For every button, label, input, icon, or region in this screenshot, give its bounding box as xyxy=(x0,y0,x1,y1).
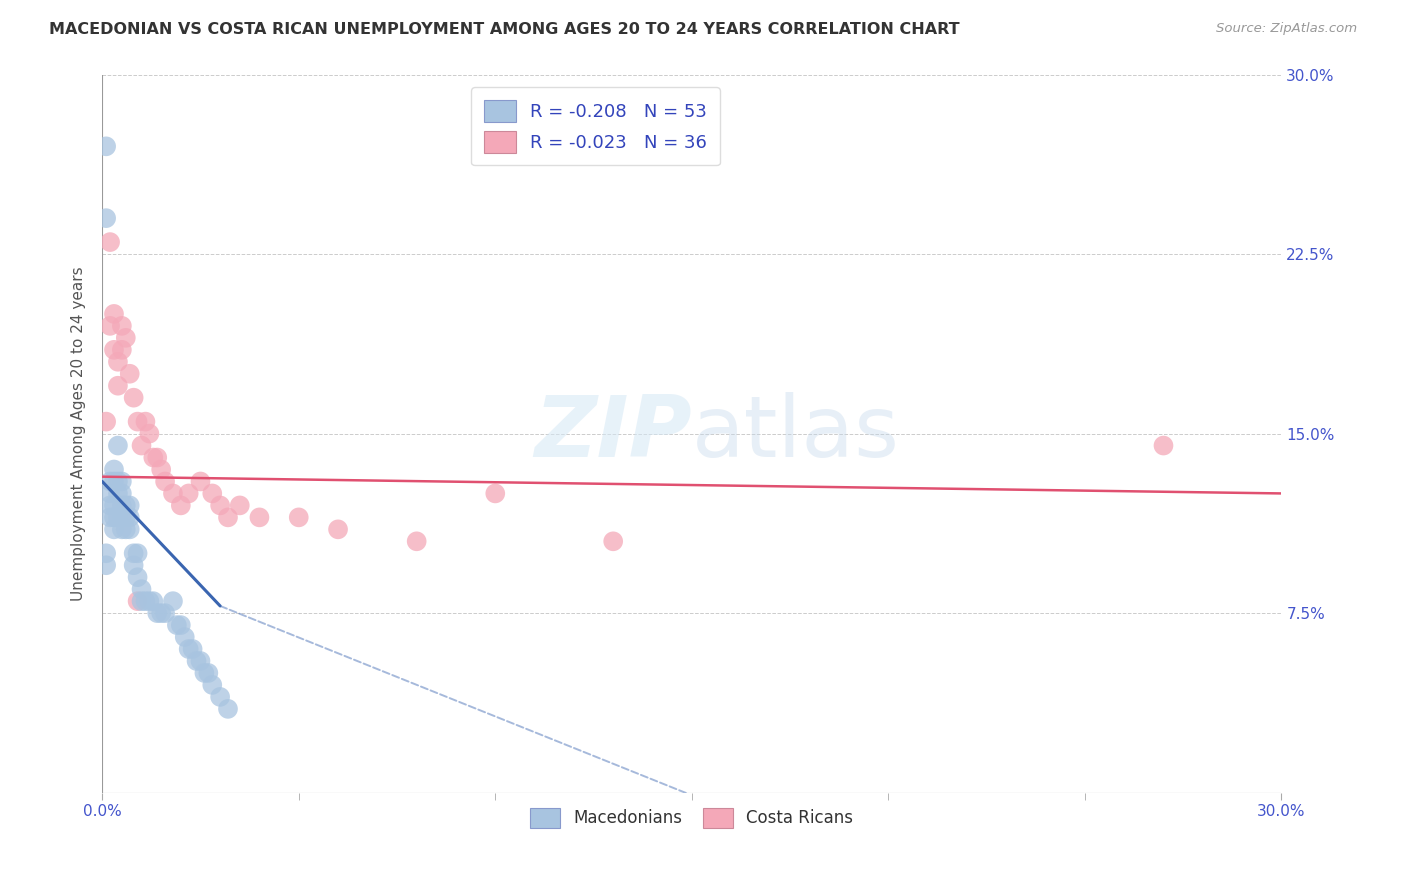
Point xyxy=(98,235,121,249)
Point xyxy=(111,343,134,357)
Point xyxy=(111,486,134,500)
Point xyxy=(103,522,125,536)
Point xyxy=(94,546,117,560)
Point xyxy=(98,486,121,500)
Text: ZIP: ZIP xyxy=(534,392,692,475)
Point xyxy=(127,570,149,584)
Point xyxy=(146,606,169,620)
Point xyxy=(229,499,252,513)
Point xyxy=(94,211,117,226)
Point xyxy=(217,510,239,524)
Point xyxy=(94,139,117,153)
Point xyxy=(193,665,215,680)
Point xyxy=(103,475,125,489)
Text: Source: ZipAtlas.com: Source: ZipAtlas.com xyxy=(1216,22,1357,36)
Point xyxy=(118,367,141,381)
Point xyxy=(131,439,153,453)
Point xyxy=(127,594,149,608)
Point xyxy=(114,522,136,536)
Point xyxy=(107,486,129,500)
Point xyxy=(170,499,193,513)
Point xyxy=(150,606,173,620)
Point xyxy=(131,594,153,608)
Point xyxy=(122,546,145,560)
Point xyxy=(134,415,156,429)
Point xyxy=(127,546,149,560)
Point xyxy=(103,499,125,513)
Point xyxy=(181,642,204,657)
Point xyxy=(217,702,239,716)
Point xyxy=(173,630,195,644)
Point xyxy=(146,450,169,465)
Point xyxy=(107,439,129,453)
Text: atlas: atlas xyxy=(692,392,900,475)
Point xyxy=(98,475,121,489)
Point xyxy=(118,499,141,513)
Point xyxy=(94,415,117,429)
Point xyxy=(114,510,136,524)
Point xyxy=(186,654,208,668)
Y-axis label: Unemployment Among Ages 20 to 24 years: Unemployment Among Ages 20 to 24 years xyxy=(72,267,86,601)
Point xyxy=(209,690,232,704)
Point xyxy=(103,307,125,321)
Point xyxy=(201,486,224,500)
Point xyxy=(201,678,224,692)
Point xyxy=(107,475,129,489)
Point xyxy=(177,486,200,500)
Point xyxy=(326,522,349,536)
Point xyxy=(170,618,193,632)
Legend: Macedonians, Costa Ricans: Macedonians, Costa Ricans xyxy=(524,801,860,835)
Point xyxy=(127,415,149,429)
Point xyxy=(484,486,506,500)
Point xyxy=(103,510,125,524)
Point xyxy=(118,522,141,536)
Point xyxy=(103,343,125,357)
Point xyxy=(142,450,165,465)
Point xyxy=(1153,439,1175,453)
Point xyxy=(107,378,129,392)
Text: MACEDONIAN VS COSTA RICAN UNEMPLOYMENT AMONG AGES 20 TO 24 YEARS CORRELATION CHA: MACEDONIAN VS COSTA RICAN UNEMPLOYMENT A… xyxy=(49,22,960,37)
Point xyxy=(98,318,121,333)
Point xyxy=(287,510,309,524)
Point xyxy=(162,594,184,608)
Point xyxy=(153,475,176,489)
Point xyxy=(111,522,134,536)
Point xyxy=(118,510,141,524)
Point xyxy=(142,594,165,608)
Point xyxy=(122,391,145,405)
Point xyxy=(111,499,134,513)
Point xyxy=(197,665,219,680)
Point xyxy=(107,355,129,369)
Point xyxy=(131,582,153,597)
Point xyxy=(249,510,271,524)
Point xyxy=(150,462,173,476)
Point xyxy=(190,654,212,668)
Point xyxy=(98,499,121,513)
Point xyxy=(153,606,176,620)
Point xyxy=(111,318,134,333)
Point xyxy=(114,331,136,345)
Point xyxy=(177,642,200,657)
Point xyxy=(138,426,160,441)
Point xyxy=(107,510,129,524)
Point xyxy=(602,534,624,549)
Point xyxy=(138,594,160,608)
Point xyxy=(122,558,145,573)
Point xyxy=(405,534,427,549)
Point xyxy=(162,486,184,500)
Point xyxy=(166,618,188,632)
Point xyxy=(209,499,232,513)
Point xyxy=(190,475,212,489)
Point xyxy=(111,475,134,489)
Point xyxy=(114,499,136,513)
Point xyxy=(111,510,134,524)
Point xyxy=(98,510,121,524)
Point xyxy=(134,594,156,608)
Point xyxy=(103,462,125,476)
Point xyxy=(94,558,117,573)
